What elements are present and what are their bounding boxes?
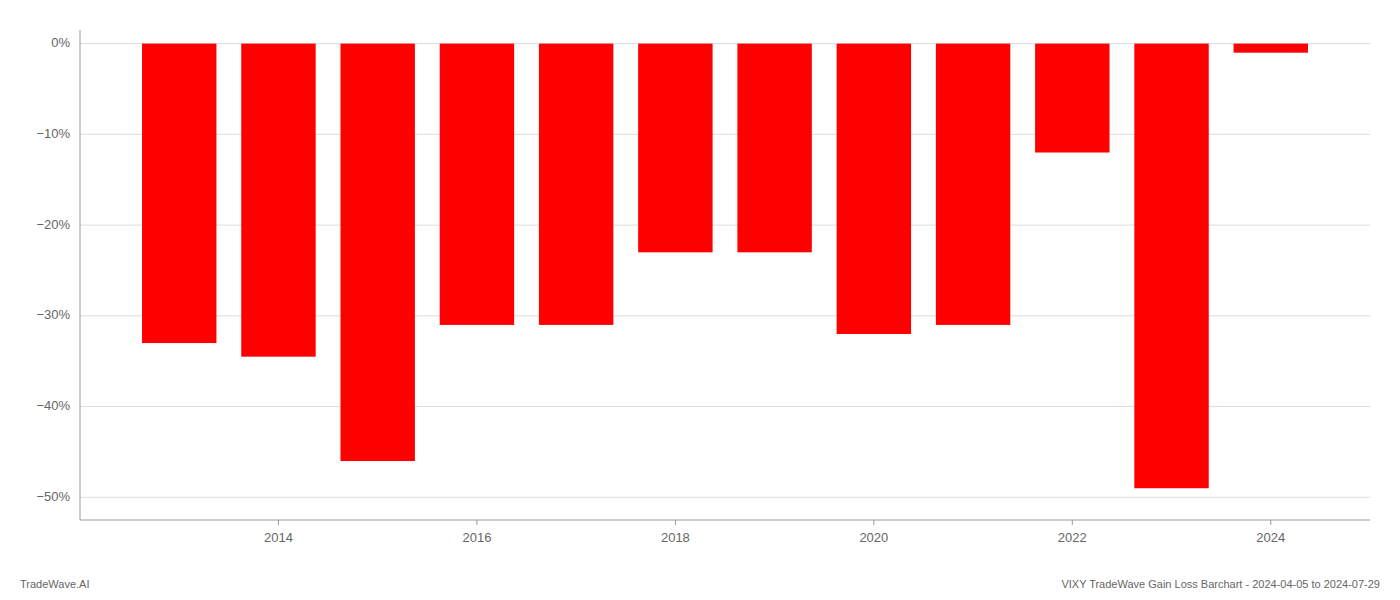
x-tick-label: 2024 (1256, 530, 1285, 545)
bar (241, 44, 315, 357)
x-tick-label: 2018 (661, 530, 690, 545)
y-tick-label: −30% (36, 307, 70, 322)
x-tick (675, 520, 676, 525)
y-axis: 0% −10% −20% −30% −40% −50% (36, 30, 1370, 520)
bar (1035, 44, 1109, 153)
x-tick (476, 520, 477, 525)
y-tick-label: 0% (51, 35, 70, 50)
y-tick-label: −10% (36, 126, 70, 141)
bar (638, 44, 712, 253)
bar (340, 44, 414, 461)
bar (936, 44, 1010, 325)
bar (837, 44, 911, 334)
y-axis-line (80, 30, 81, 520)
bars (142, 44, 1308, 489)
grid-line (80, 497, 1370, 498)
y-tick-label: −20% (36, 217, 70, 232)
y-tick-label: −40% (36, 398, 70, 413)
x-axis: 2014 2016 2018 2020 2022 2024 (80, 520, 1370, 545)
x-tick-label: 2014 (264, 530, 293, 545)
bar (1134, 44, 1208, 489)
x-axis-line (80, 520, 1370, 521)
chart: 0%−10%−20%−30%−40%−50%201420162018202020… (0, 0, 1400, 600)
footer-text: TradeWave.AI (20, 578, 90, 590)
x-tick (873, 520, 874, 525)
bar (539, 44, 613, 325)
y-tick-label: −50% (36, 489, 70, 504)
footer: TradeWave.AI VIXY TradeWave Gain Loss Bar… (20, 578, 1380, 590)
footer-text: VIXY TradeWave Gain Loss Barchart - 2024… (1061, 578, 1380, 590)
x-tick-label: 2022 (1058, 530, 1087, 545)
x-tick (1072, 520, 1073, 525)
x-tick-label: 2016 (462, 530, 491, 545)
x-tick (278, 520, 279, 525)
bar (737, 44, 811, 253)
bar (142, 44, 216, 343)
bar (1234, 44, 1308, 53)
x-tick-label: 2020 (859, 530, 888, 545)
bar (440, 44, 514, 325)
x-tick (1270, 520, 1271, 525)
